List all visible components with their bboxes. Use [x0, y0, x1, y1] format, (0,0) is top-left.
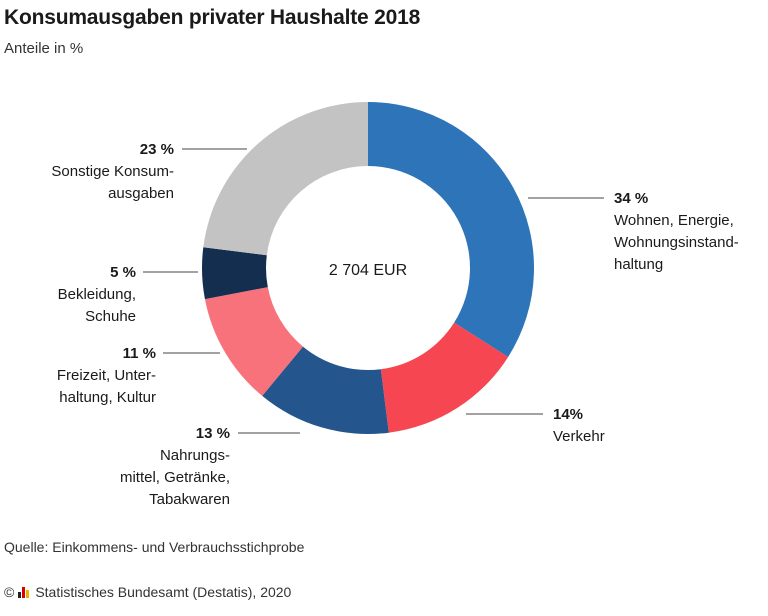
slice-category-label: Schuhe [85, 308, 136, 325]
destatis-logo-icon [18, 586, 30, 598]
slice-percent-label: 5 % [110, 264, 136, 281]
chart-subtitle: Anteile in % [4, 40, 84, 57]
footer: © Statistisches Bundesamt (Destatis), 20… [4, 584, 291, 600]
slice-percent-label: 34 % [614, 190, 648, 207]
slice-percent-label: 13 % [196, 425, 230, 442]
slice-category-label: Freizeit, Unter- [57, 367, 156, 384]
donut-slice [368, 102, 534, 357]
slice-category-label: Tabakwaren [149, 491, 230, 508]
slice-category-label: Bekleidung, [58, 286, 136, 303]
footer-org: Statistisches Bundesamt (Destatis), 2020 [35, 584, 292, 600]
chart-title: Konsumausgaben privater Haushalte 2018 [4, 6, 421, 29]
slice-category-label: Nahrungs- [160, 447, 230, 464]
slice-category-label: Sonstige Konsum- [51, 163, 174, 180]
source-note: Quelle: Einkommens- und Verbrauchsstichp… [4, 539, 305, 555]
slice-category-label: haltung, Kultur [59, 389, 156, 406]
donut-slice [204, 287, 303, 396]
copyright-symbol: © [4, 584, 15, 600]
slice-category-label: ausgaben [108, 185, 174, 202]
center-label: 2 704 EUR [329, 262, 407, 279]
slice-category-label: Wohnungsinstand- [614, 234, 739, 251]
slice-category-label: mittel, Getränke, [120, 469, 230, 486]
slice-percent-label: 23 % [140, 141, 174, 158]
slice-category-label: Verkehr [553, 428, 605, 445]
donut-slice [262, 346, 389, 434]
slice-category-label: haltung [614, 256, 663, 273]
donut-slice [203, 102, 368, 256]
slice-percent-label: 14% [553, 406, 583, 423]
slice-category-label: Wohnen, Energie, [614, 212, 734, 229]
donut-slice [202, 247, 268, 300]
donut-slice [380, 322, 509, 433]
slice-percent-label: 11 % [123, 345, 156, 362]
donut-chart: 2 704 EUR 34 % Wohnen, Energie, Wohnungsin… [51, 102, 739, 508]
